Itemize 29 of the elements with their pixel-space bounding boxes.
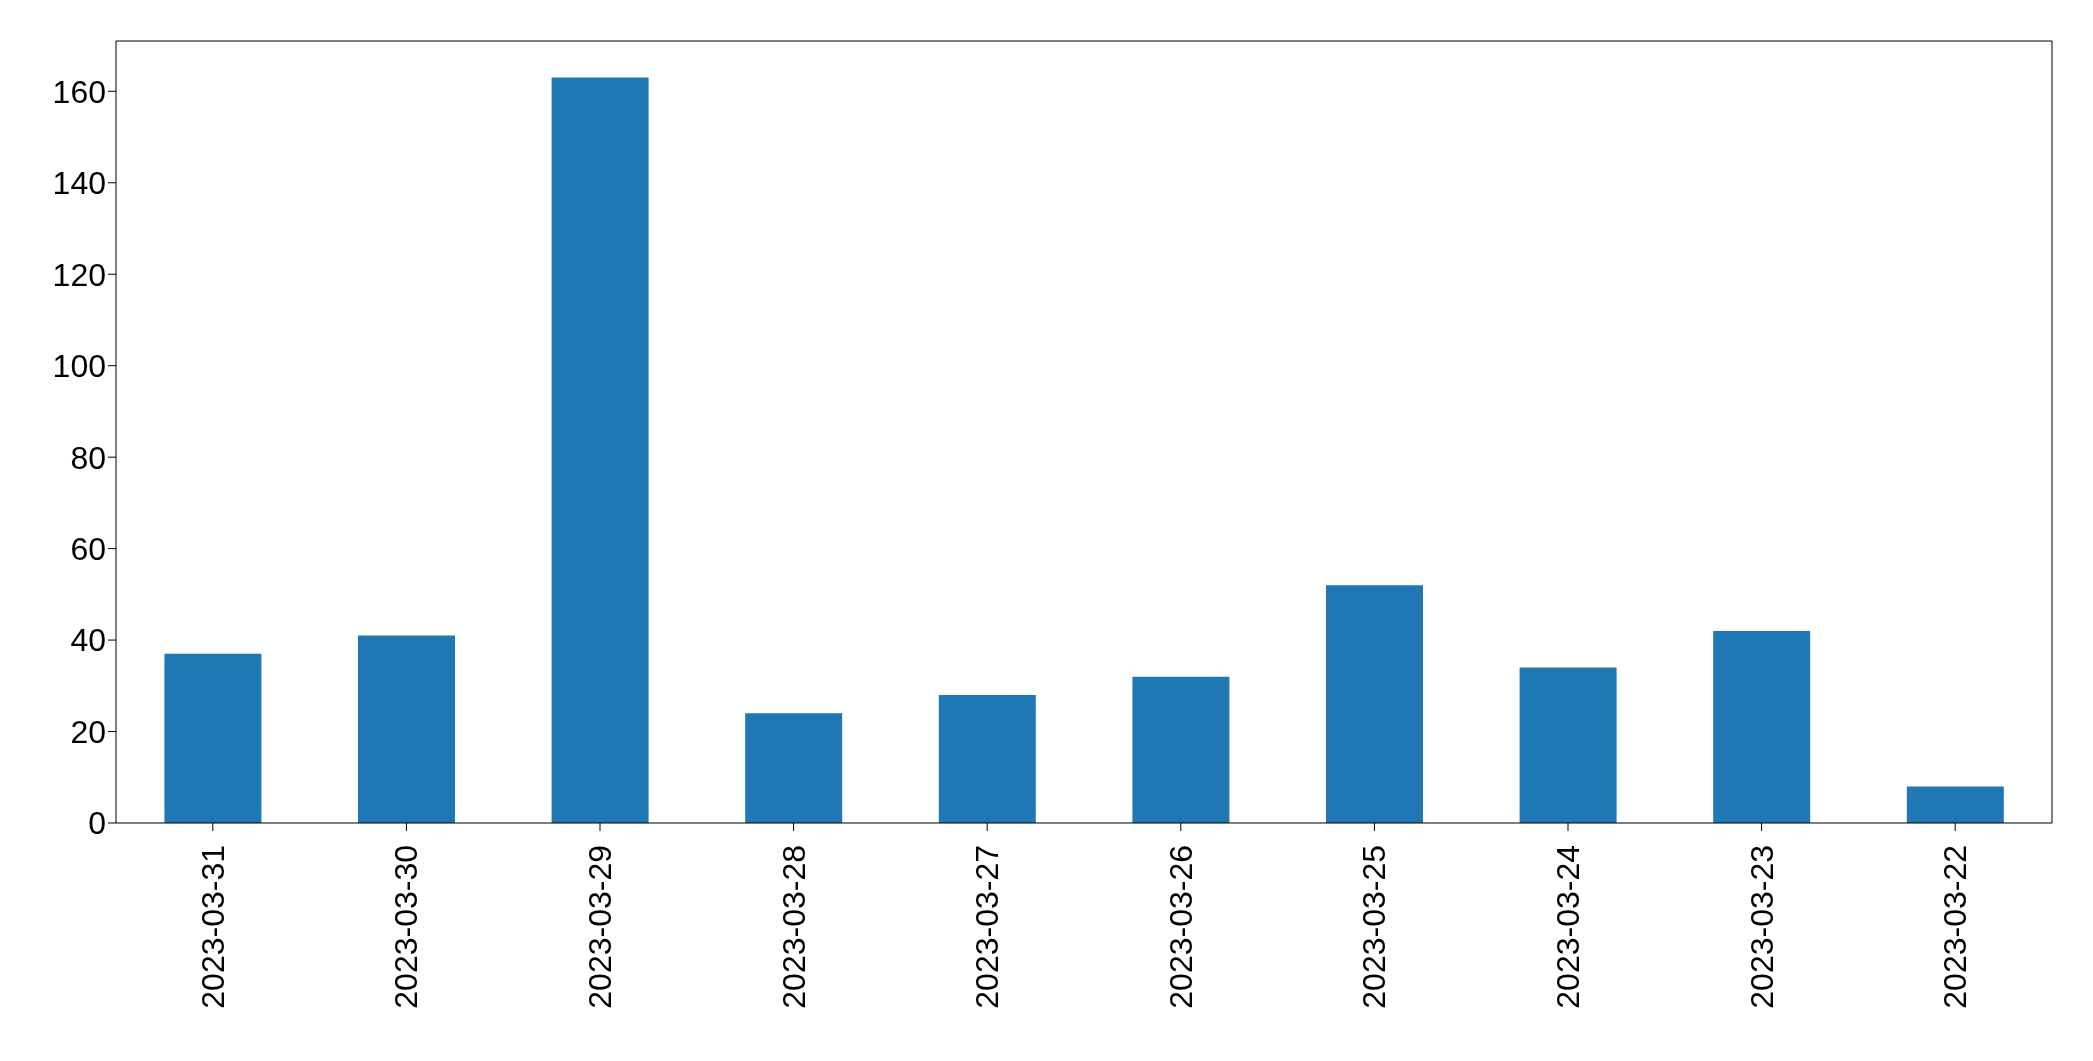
bar (1906, 786, 2004, 823)
y-tick-label: 100 (52, 348, 106, 385)
x-tick-label: 2023-03-24 (1550, 845, 1586, 1009)
y-tick-label: 20 (70, 713, 106, 750)
bar (938, 694, 1036, 823)
x-tick-label: 2023-03-25 (1356, 845, 1393, 1009)
x-tick-label: 2023-03-30 (388, 845, 425, 1009)
x-tick-label: 2023-03-27 (969, 845, 1006, 1009)
x-tick-label: 2023-03-31 (194, 845, 231, 1009)
y-tick-label: 60 (70, 530, 106, 567)
y-tick-label: 40 (70, 622, 106, 659)
x-tick-label: 2023-03-23 (1743, 845, 1780, 1009)
bar (1519, 667, 1617, 823)
bar (745, 713, 843, 823)
x-tick-label: 2023-03-28 (775, 845, 812, 1009)
bar (358, 635, 455, 823)
y-tick-label: 120 (52, 256, 106, 293)
y-tick-label: 0 (88, 805, 106, 842)
x-tick-label: 2023-03-29 (582, 845, 618, 1009)
x-tick-label: 2023-03-26 (1162, 845, 1199, 1009)
y-tick-label: 140 (52, 165, 106, 202)
bar (1326, 585, 1423, 823)
bar (164, 653, 262, 823)
x-tick-label: 2023-03-22 (1937, 845, 1974, 1009)
bar (551, 77, 649, 823)
bar (1132, 676, 1230, 823)
bar (1713, 630, 1811, 823)
y-tick-label: 80 (70, 439, 106, 476)
y-tick-label: 160 (52, 73, 106, 110)
